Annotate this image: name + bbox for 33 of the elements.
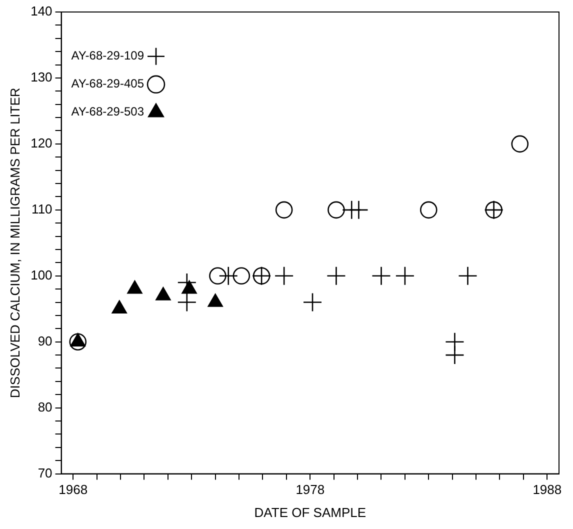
legend-label: AY-68-29-405 <box>71 76 144 91</box>
point <box>275 201 293 219</box>
x-axis-title: DATE OF SAMPLE <box>254 504 366 520</box>
point <box>395 266 415 286</box>
y-tick-label: 120 <box>30 136 52 151</box>
point <box>511 135 529 153</box>
y-tick-label: 130 <box>30 70 52 85</box>
point <box>302 292 322 312</box>
x-tick-label: 1978 <box>296 482 325 498</box>
point <box>420 201 438 219</box>
y-tick-label: 90 <box>38 333 52 348</box>
point <box>349 200 368 220</box>
point <box>326 266 346 286</box>
y-axis-title: DISSOLVED CALCIUM, IN MILLIGRAMS PER LITER <box>7 88 22 398</box>
point <box>458 266 478 286</box>
x-tick-label: 1968 <box>58 482 88 498</box>
y-tick-label: 140 <box>30 4 52 19</box>
y-tick-label: 80 <box>38 399 52 414</box>
x-tick-label: 1988 <box>532 482 562 498</box>
point <box>372 266 391 286</box>
point <box>274 266 294 286</box>
point <box>209 267 226 285</box>
point <box>218 266 238 286</box>
point <box>177 292 197 312</box>
y-tick-label: 110 <box>32 201 52 216</box>
point <box>69 333 87 351</box>
point <box>445 345 464 365</box>
y-tick-label: 100 <box>30 267 52 282</box>
point <box>328 201 345 219</box>
point <box>232 267 250 285</box>
legend-label: AY-68-29-503 <box>71 104 144 119</box>
y-tick-label: 70 <box>38 465 52 480</box>
legend-label: AY-68-29-109 <box>71 48 144 63</box>
